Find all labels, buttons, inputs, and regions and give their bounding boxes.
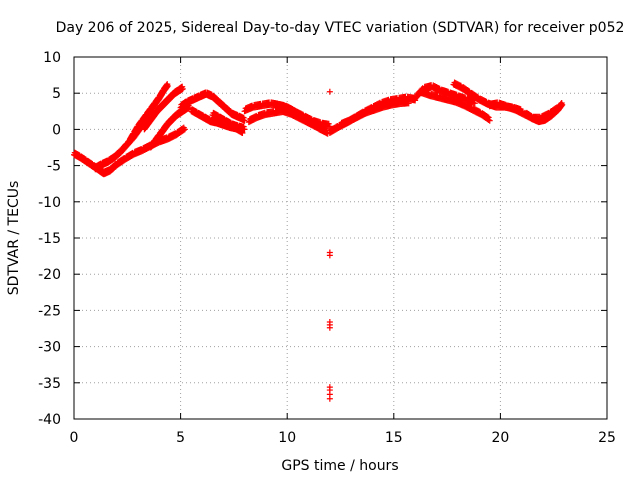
chart-title: Day 206 of 2025, Sidereal Day-to-day VTE… bbox=[56, 20, 625, 36]
grid bbox=[74, 57, 607, 419]
series-arc-mid-2 bbox=[188, 106, 246, 137]
series-arc-mid-1 bbox=[177, 89, 248, 124]
y-axis-label: SDTVAR / TECUs bbox=[6, 181, 22, 296]
y-tick-label: -25 bbox=[38, 303, 61, 319]
data-point bbox=[326, 324, 333, 331]
y-tick-label: -10 bbox=[38, 195, 61, 211]
y-tick-label: -15 bbox=[38, 231, 61, 247]
x-axis-label: GPS time / hours bbox=[281, 458, 398, 474]
x-tick-label: 25 bbox=[598, 430, 616, 446]
data-point bbox=[240, 123, 247, 130]
y-tick-label: -5 bbox=[47, 159, 61, 175]
y-tick-label: 5 bbox=[52, 86, 61, 102]
x-tick-label: 15 bbox=[385, 430, 403, 446]
data-point bbox=[325, 120, 332, 127]
data-point bbox=[179, 85, 186, 92]
axis-ticks bbox=[73, 56, 608, 420]
x-tick-label: 20 bbox=[491, 430, 509, 446]
series-arc-rise-2 bbox=[141, 83, 186, 133]
data-point bbox=[241, 117, 248, 124]
data-point bbox=[473, 93, 480, 100]
data-point bbox=[485, 114, 492, 121]
series-arc-recover-2 bbox=[337, 97, 412, 129]
data-point bbox=[164, 82, 171, 89]
data-point bbox=[326, 252, 333, 259]
data-point bbox=[181, 126, 188, 133]
data-point bbox=[296, 110, 303, 117]
data-point bbox=[305, 116, 312, 123]
data-point bbox=[471, 100, 478, 107]
series-arc-early-1 bbox=[71, 124, 188, 178]
x-tick-label: 10 bbox=[278, 430, 296, 446]
y-tick-label: -40 bbox=[38, 412, 61, 428]
y-tick-label: 10 bbox=[43, 50, 61, 66]
data-point bbox=[559, 101, 566, 108]
data-point bbox=[314, 122, 321, 129]
series-arc-late-2 bbox=[522, 99, 566, 126]
x-tick-label: 0 bbox=[70, 430, 79, 446]
data-point bbox=[405, 100, 412, 107]
data-points bbox=[71, 79, 566, 402]
x-tick-label: 5 bbox=[176, 430, 185, 446]
x-tick-labels: 0 5 10 15 20 25 bbox=[70, 430, 616, 446]
y-tick-label: 0 bbox=[52, 122, 61, 138]
series-arc-mid-3 bbox=[209, 109, 248, 133]
series-outliers bbox=[326, 88, 333, 402]
y-tick-label: -35 bbox=[38, 376, 61, 392]
data-point bbox=[486, 117, 493, 124]
series-arc-peak-2 bbox=[418, 88, 493, 124]
data-point bbox=[241, 126, 248, 133]
data-point bbox=[326, 395, 333, 402]
series-arc-rise-1 bbox=[126, 81, 171, 146]
y-tick-label: -20 bbox=[38, 267, 61, 283]
series-arc-plateau-3 bbox=[273, 100, 331, 137]
data-point bbox=[484, 113, 491, 120]
y-tick-labels: 10 5 0 -5 -10 -15 -20 -25 -30 -35 -40 bbox=[38, 50, 61, 428]
series-arc-peak-1 bbox=[412, 82, 478, 107]
data-point bbox=[326, 88, 333, 95]
data-point bbox=[240, 114, 247, 121]
y-tick-label: -30 bbox=[38, 340, 61, 356]
data-point bbox=[323, 127, 330, 134]
data-point bbox=[465, 87, 472, 94]
